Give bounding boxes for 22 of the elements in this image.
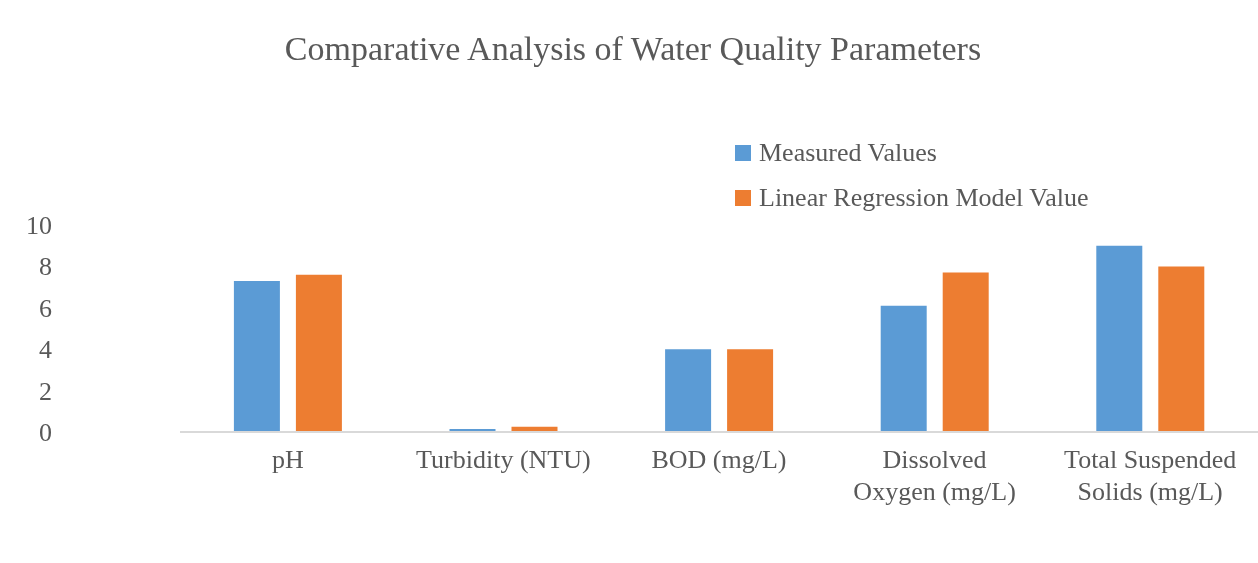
bar xyxy=(233,280,280,432)
x-tick-label: BOD (mg/L) xyxy=(651,445,787,474)
x-tick-label: Total Suspended Solids (mg/L) xyxy=(1064,445,1237,506)
y-tick-label: 2 xyxy=(39,376,52,406)
legend-label: Linear Regression Model Value xyxy=(759,182,1089,214)
y-tick-label: 8 xyxy=(39,252,52,282)
bar xyxy=(880,305,927,432)
bar xyxy=(295,274,342,432)
x-tick-label: Turbidity (NTU) xyxy=(416,445,591,474)
bar xyxy=(1096,245,1143,432)
y-tick-label: 10 xyxy=(26,211,52,240)
x-tick-label: Dissolved Oxygen (mg/L) xyxy=(853,445,1016,506)
bar xyxy=(1158,266,1205,432)
y-tick-label: 6 xyxy=(39,293,52,323)
y-tick-label: 4 xyxy=(39,335,52,365)
bar xyxy=(942,272,989,432)
x-tick-label: pH xyxy=(271,445,304,474)
chart-title: Comparative Analysis of Water Quality Parameters xyxy=(283,30,983,68)
bar xyxy=(727,349,774,432)
bar xyxy=(665,349,712,432)
legend-label: Measured Values xyxy=(759,137,937,169)
y-tick-label: 0 xyxy=(39,418,52,447)
